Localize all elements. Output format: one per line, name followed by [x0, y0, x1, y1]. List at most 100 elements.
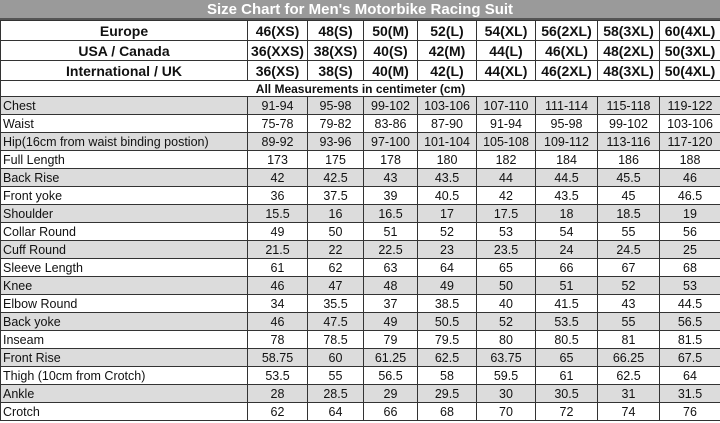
measurement-value: 47 [307, 276, 364, 295]
measurement-value: 78 [247, 330, 308, 349]
measurement-value: 58 [417, 366, 477, 385]
size-row: International / UK 36(XS) 38(S) 40(M) 42(L) 4… [0, 60, 720, 81]
measurement-row: Thigh (10cm from Crotch) 53.5 55 56.5 58 59.5… [0, 366, 720, 385]
measurement-value: 72 [535, 402, 598, 421]
measurement-value: 56.5 [659, 312, 720, 331]
measurement-value: 40 [476, 294, 536, 313]
measurement-value: 119-122 [659, 96, 720, 115]
measurement-value: 18 [535, 204, 598, 223]
measurement-value: 60 [307, 348, 364, 367]
measurement-value: 49 [417, 276, 477, 295]
measurement-label: Waist [0, 114, 248, 133]
measurement-value: 103-106 [659, 114, 720, 133]
measurement-value: 29.5 [417, 384, 477, 403]
size-cell: 48(2XL) [597, 40, 660, 61]
measurement-value: 29 [363, 384, 418, 403]
measurement-value: 188 [659, 150, 720, 169]
measurement-value: 45.5 [597, 168, 660, 187]
measurement-label: Hip(16cm from waist binding postion) [0, 132, 248, 151]
measurement-value: 37.5 [307, 186, 364, 205]
measurement-value: 56 [659, 222, 720, 241]
measurement-value: 23.5 [476, 240, 536, 259]
measurement-label: Cuff Round [0, 240, 248, 259]
measurement-value: 115-118 [597, 96, 660, 115]
size-cell: 38(XS) [307, 40, 364, 61]
measurement-value: 61 [247, 258, 308, 277]
measurement-row: Collar Round 49 50 51 52 53 54 55 56 [0, 222, 720, 241]
chart-title: Size Chart for Men's Motorbike Racing Su… [0, 0, 720, 20]
measurement-row: Front yoke 36 37.5 39 40.5 42 43.5 45 46.5 [0, 186, 720, 205]
measurement-value: 50 [476, 276, 536, 295]
measurement-value: 37 [363, 294, 418, 313]
measurement-value: 75-78 [247, 114, 308, 133]
measurement-value: 87-90 [417, 114, 477, 133]
measurement-value: 74 [597, 402, 660, 421]
measurement-value: 21.5 [247, 240, 308, 259]
measurement-row: Elbow Round 34 35.5 37 38.5 40 41.5 43 44.5 [0, 294, 720, 313]
measurement-value: 184 [535, 150, 598, 169]
measurement-value: 91-94 [476, 114, 536, 133]
measurement-value: 78.5 [307, 330, 364, 349]
measurement-value: 28 [247, 384, 308, 403]
size-cell: 42(L) [417, 60, 477, 81]
measurement-value: 19 [659, 204, 720, 223]
measurement-value: 51 [363, 222, 418, 241]
measurement-value: 18.5 [597, 204, 660, 223]
measurement-label: Ankle [0, 384, 248, 403]
measurement-value: 46 [659, 168, 720, 187]
measurement-value: 41.5 [535, 294, 598, 313]
measurement-value: 38.5 [417, 294, 477, 313]
measurement-value: 56.5 [363, 366, 418, 385]
measurement-value: 186 [597, 150, 660, 169]
measurement-value: 103-106 [417, 96, 477, 115]
measurement-label: Shoulder [0, 204, 248, 223]
size-cell: 36(XXS) [247, 40, 308, 61]
measurement-value: 54 [535, 222, 598, 241]
measurement-value: 99-102 [363, 96, 418, 115]
size-row: Europe 46(XS) 48(S) 50(M) 52(L) 54(XL) 56(2XL)… [0, 20, 720, 41]
size-cell: 44(XL) [476, 60, 536, 81]
size-cell: 56(2XL) [535, 20, 598, 41]
measurement-value: 52 [476, 312, 536, 331]
measurement-value: 178 [363, 150, 418, 169]
measurement-value: 117-120 [659, 132, 720, 151]
measurement-value: 44.5 [535, 168, 598, 187]
measurement-value: 31 [597, 384, 660, 403]
measurement-row: Waist 75-78 79-82 83-86 87-90 91-94 95-98 99-10… [0, 114, 720, 133]
measurement-value: 95-98 [535, 114, 598, 133]
measurement-label: Back Rise [0, 168, 248, 187]
measurement-value: 80 [476, 330, 536, 349]
size-cell: 50(4XL) [659, 60, 720, 81]
measurement-value: 105-108 [476, 132, 536, 151]
measurement-value: 36 [247, 186, 308, 205]
measurement-value: 95-98 [307, 96, 364, 115]
measurement-value: 67 [597, 258, 660, 277]
measurement-value: 23 [417, 240, 477, 259]
measurement-value: 180 [417, 150, 477, 169]
measurement-value: 111-114 [535, 96, 598, 115]
measurement-value: 93-96 [307, 132, 364, 151]
measurement-value: 99-102 [597, 114, 660, 133]
measurement-row: Sleeve Length 61 62 63 64 65 66 67 68 [0, 258, 720, 277]
measurement-value: 182 [476, 150, 536, 169]
measurement-row: Hip(16cm from waist binding postion) 89-9… [0, 132, 720, 151]
measurement-value: 61.25 [363, 348, 418, 367]
measurement-value: 53.5 [535, 312, 598, 331]
size-cell: 40(S) [363, 40, 418, 61]
measurement-value: 46 [247, 276, 308, 295]
measurement-value: 66.25 [597, 348, 660, 367]
measurement-value: 81 [597, 330, 660, 349]
measurement-value: 50.5 [417, 312, 477, 331]
measurement-value: 22 [307, 240, 364, 259]
size-cell: 44(L) [476, 40, 536, 61]
measurement-value: 46.5 [659, 186, 720, 205]
measurement-value: 24.5 [597, 240, 660, 259]
measurement-value: 55 [307, 366, 364, 385]
measurement-label: Collar Round [0, 222, 248, 241]
measurement-value: 66 [535, 258, 598, 277]
measurement-value: 62 [307, 258, 364, 277]
measurement-value: 49 [363, 312, 418, 331]
measurement-value: 43 [363, 168, 418, 187]
measurement-value: 83-86 [363, 114, 418, 133]
measurement-value: 25 [659, 240, 720, 259]
